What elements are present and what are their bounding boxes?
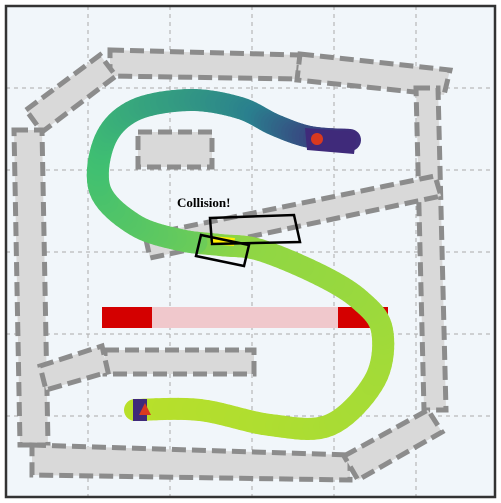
obstacle	[102, 347, 257, 377]
collision-label: Collision!	[177, 195, 230, 210]
circle-icon	[311, 133, 323, 145]
collision-markers	[194, 213, 302, 268]
obstacle	[29, 442, 353, 483]
obstacle	[413, 85, 449, 413]
barrier-left-block	[102, 307, 152, 328]
trajectory-start-cap	[133, 399, 147, 421]
obstacle	[340, 406, 446, 484]
obstacle	[294, 51, 454, 98]
obstacle	[135, 129, 215, 170]
obstacle	[22, 51, 120, 136]
obstacle	[107, 47, 303, 82]
plot-frame	[4, 4, 497, 499]
barrier-faded-section	[150, 307, 340, 328]
obstacle	[37, 342, 111, 394]
collision-box-obstacle	[208, 213, 302, 246]
triangle-icon	[139, 403, 151, 415]
collision-box-vehicle	[194, 233, 251, 268]
barrier	[102, 307, 388, 328]
goal-marker	[311, 133, 323, 145]
start-marker	[139, 403, 151, 415]
obstacles	[11, 47, 454, 484]
